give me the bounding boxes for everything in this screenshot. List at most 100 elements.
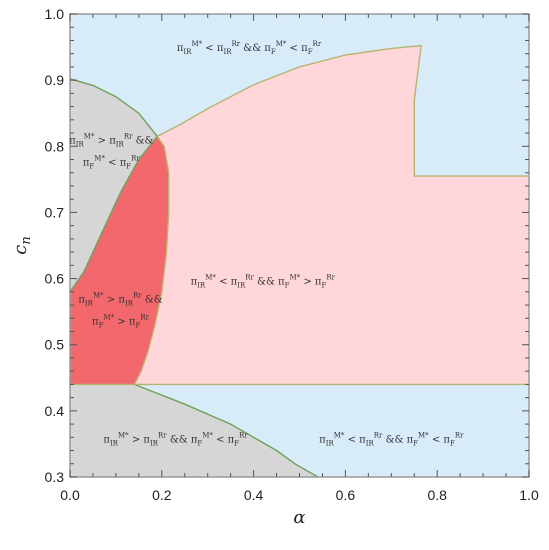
annotation-token: π <box>191 277 198 288</box>
annotation-token: IR <box>150 440 159 448</box>
annotation-token: && π <box>382 435 413 446</box>
annotation-token: && π <box>240 43 271 54</box>
annotation-token: IR <box>125 299 134 307</box>
annotation-token: Rr <box>124 133 133 141</box>
regions-layer <box>70 14 530 477</box>
annotation-token: < π <box>286 43 308 54</box>
annotation-line: πIRM* > πIRRr && <box>69 133 153 149</box>
boundary-line-4 <box>133 135 170 385</box>
annotation-token: M* <box>103 313 114 321</box>
annotation-token: > π <box>94 136 116 147</box>
annotation-token: F <box>126 163 131 171</box>
annotation-token: < π <box>213 435 235 446</box>
x-tick-label: 0.8 <box>427 487 447 503</box>
annotation-line: πIRM* < πIRRr && πFM* > πFRr <box>191 274 336 290</box>
annotation-line: πIRM* > πIRRr && <box>78 291 162 307</box>
annotation-line: πIRM* < πIRRr && πFM* < πFRr <box>319 432 464 448</box>
boundary-line-2 <box>156 44 529 177</box>
annotation-token: F <box>99 321 104 329</box>
annotation-token: π <box>83 158 90 169</box>
boundary-line-0 <box>69 78 159 293</box>
y-axis-label: cn <box>10 236 34 254</box>
annotation-token: IR <box>183 48 192 56</box>
annotation-token: IR <box>76 141 85 149</box>
y-axis-label-subscript: n <box>19 236 34 244</box>
annotation-token: IR <box>110 440 119 448</box>
annotation-token: Rr <box>313 40 322 48</box>
boundaries-layer <box>69 44 529 478</box>
y-tick-label: 1.0 <box>45 6 65 22</box>
annotation-token: && <box>142 294 163 305</box>
annotation-ann-bottom-right: πIRM* < πIRRr && πFM* < πFRr <box>319 432 464 448</box>
annotation-token: F <box>413 440 418 448</box>
x-tick-label: 0.6 <box>336 487 356 503</box>
x-tick-label: 1.0 <box>519 487 539 503</box>
boundary-line-1 <box>134 383 319 478</box>
annotation-token: Rr <box>239 432 248 440</box>
annotation-token: F <box>450 440 455 448</box>
annotation-token: Rr <box>133 291 142 299</box>
annotation-token: M* <box>289 274 300 282</box>
annotation-token: < π <box>344 435 366 446</box>
annotation-token: π <box>78 294 85 305</box>
annotation-token: M* <box>276 40 287 48</box>
annotation-ann-bottom-left: πIRM* > πIRRr && πFM* < πFRr <box>103 432 248 448</box>
annotation-line: πIRM* > πIRRr && πFM* < πFRr <box>103 432 248 448</box>
annotation-token: Rr <box>231 40 240 48</box>
annotation-token: F <box>89 163 94 171</box>
annotation-token: F <box>285 282 290 290</box>
x-tick-label: 0.2 <box>152 487 172 503</box>
annotation-token: && <box>132 136 153 147</box>
annotation-ann-top: πIRM* < πIRRr && πFM* < πFRr <box>177 40 322 56</box>
x-tick-label: 0.4 <box>244 487 264 503</box>
annotation-token: IR <box>85 299 94 307</box>
annotation-token: F <box>135 321 140 329</box>
annotation-ann-upper-left: πIRM* > πIRRr &&πFM* < πFRr <box>69 133 153 171</box>
annotation-token: M* <box>418 432 429 440</box>
annotation-token: M* <box>205 274 216 282</box>
annotation-token: π <box>177 43 184 54</box>
annotation-token: Rr <box>455 432 464 440</box>
annotation-token: M* <box>93 291 104 299</box>
annotation-token: && π <box>254 277 285 288</box>
annotation-line: πFM* > πFRr <box>92 313 150 329</box>
annotation-token: M* <box>94 155 105 163</box>
y-tick-label: 0.5 <box>45 337 65 353</box>
annotation-token: π <box>103 435 110 446</box>
y-tick-label: 0.9 <box>45 72 65 88</box>
annotation-token: > π <box>114 316 136 327</box>
annotation-token: < π <box>429 435 451 446</box>
annotation-token: < π <box>105 158 127 169</box>
annotation-token: F <box>271 48 276 56</box>
annotation-ann-pink: πIRM* < πIRRr && πFM* > πFRr <box>191 274 336 290</box>
annotation-token: π <box>69 136 76 147</box>
y-tick-label: 0.3 <box>45 469 65 485</box>
red-region <box>70 136 169 385</box>
x-axis-label: α <box>293 507 305 528</box>
annotation-token: π <box>319 435 326 446</box>
lower-left-gray <box>70 384 318 477</box>
annotation-token: F <box>308 48 313 56</box>
annotation-token: Rr <box>326 274 335 282</box>
annotation-token: π <box>92 316 99 327</box>
annotation-token: M* <box>334 432 345 440</box>
annotation-token: F <box>197 440 202 448</box>
annotation-token: Rr <box>158 432 167 440</box>
annotation-token: Rr <box>245 274 254 282</box>
annotation-token: Rr <box>140 313 149 321</box>
annotation-token: IR <box>197 282 206 290</box>
y-tick-label: 0.8 <box>45 138 65 154</box>
annotation-token: M* <box>84 133 95 141</box>
y-tick-label: 0.4 <box>45 403 65 419</box>
annotation-line: πIRM* < πIRRr && πFM* < πFRr <box>177 40 322 56</box>
y-tick-label: 0.7 <box>45 204 65 220</box>
annotation-token: IR <box>223 48 232 56</box>
annotation-token: Rr <box>131 155 140 163</box>
annotation-token: F <box>234 440 239 448</box>
pink-region <box>134 45 530 385</box>
ticks-layer: 0.0 0.2 0.4 0.6 0.8 1.0 0.3 0.4 0.5 0.6 0.7 0.8 0.9 1… <box>45 6 539 503</box>
annotation-token: IR <box>366 440 375 448</box>
annotation-token: > π <box>129 435 151 446</box>
